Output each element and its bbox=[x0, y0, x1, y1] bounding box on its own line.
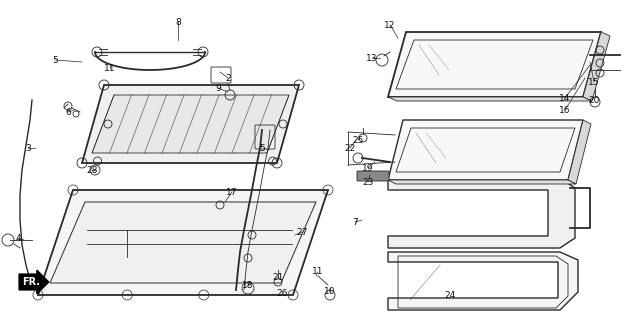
Text: 21: 21 bbox=[272, 274, 283, 283]
Text: 11: 11 bbox=[312, 268, 324, 276]
Text: 27: 27 bbox=[297, 228, 308, 236]
Text: 14: 14 bbox=[559, 93, 571, 102]
Polygon shape bbox=[38, 190, 328, 295]
FancyBboxPatch shape bbox=[357, 171, 389, 181]
Text: FR.: FR. bbox=[22, 277, 40, 287]
Text: 23: 23 bbox=[362, 178, 374, 187]
Text: 22: 22 bbox=[344, 143, 356, 153]
Text: 17: 17 bbox=[226, 188, 238, 196]
Text: 12: 12 bbox=[384, 20, 396, 29]
Polygon shape bbox=[388, 32, 601, 97]
Text: 19: 19 bbox=[362, 164, 374, 172]
Polygon shape bbox=[388, 120, 583, 180]
Text: 13: 13 bbox=[366, 53, 377, 62]
Text: 15: 15 bbox=[588, 77, 600, 86]
Polygon shape bbox=[583, 32, 610, 101]
Text: 5: 5 bbox=[52, 55, 58, 65]
Text: 10: 10 bbox=[324, 287, 335, 297]
Text: 2: 2 bbox=[225, 74, 231, 83]
Text: 20: 20 bbox=[588, 95, 599, 105]
Text: 7: 7 bbox=[352, 218, 358, 227]
Text: 24: 24 bbox=[445, 291, 456, 300]
Polygon shape bbox=[92, 95, 289, 153]
Polygon shape bbox=[388, 178, 575, 248]
Polygon shape bbox=[388, 97, 592, 101]
Text: 28: 28 bbox=[87, 165, 98, 174]
Text: 9: 9 bbox=[215, 84, 221, 92]
Polygon shape bbox=[388, 252, 578, 310]
Polygon shape bbox=[82, 85, 299, 163]
Text: 11: 11 bbox=[104, 63, 116, 73]
Text: 3: 3 bbox=[25, 143, 31, 153]
Polygon shape bbox=[568, 120, 591, 184]
Text: 25: 25 bbox=[352, 135, 364, 145]
Text: 4: 4 bbox=[15, 234, 21, 243]
Polygon shape bbox=[50, 202, 316, 283]
Polygon shape bbox=[388, 180, 576, 184]
Text: 26: 26 bbox=[277, 290, 288, 299]
Text: 8: 8 bbox=[175, 18, 181, 27]
Text: 18: 18 bbox=[242, 282, 254, 291]
Text: 16: 16 bbox=[559, 106, 571, 115]
Text: 6: 6 bbox=[65, 108, 71, 116]
Text: 5: 5 bbox=[259, 143, 265, 153]
